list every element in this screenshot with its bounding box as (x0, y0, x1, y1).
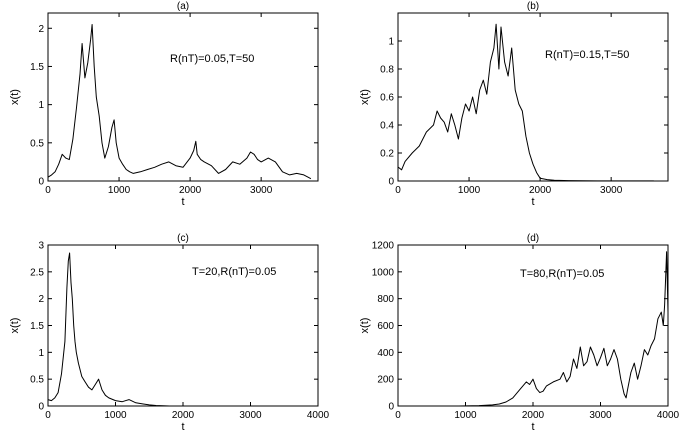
x-tick-label: 4000 (307, 410, 330, 421)
y-axis-label: x(t) (9, 318, 21, 334)
x-tick-label: 3000 (239, 410, 262, 421)
panel-label: (d) (527, 233, 539, 244)
y-tick-label: 200 (377, 375, 394, 386)
y-tick-label: 0 (38, 177, 44, 188)
panel-label: (c) (177, 233, 189, 244)
y-tick-label: 3 (38, 241, 44, 252)
plot-frame (47, 12, 319, 182)
plot-frame (397, 12, 669, 182)
y-tick-label: 0.6 (380, 93, 394, 104)
x-tick-label: 0 (395, 410, 401, 421)
x-tick-label: 3000 (250, 185, 273, 196)
x-axis-label: t (531, 196, 534, 208)
y-tick-label: 0.5 (30, 138, 44, 149)
y-tick-label: 2 (38, 24, 44, 35)
y-tick-label: 0.4 (380, 121, 394, 132)
y-tick-label: 600 (377, 321, 394, 332)
panel-d: 0 1000 2000 3000 4000 0 200 400 600 800 1000 1200 (d… (359, 233, 679, 433)
x-tick-label: 1000 (454, 410, 477, 421)
y-tick-label: 0 (388, 402, 394, 413)
y-tick-label: 800 (377, 294, 394, 305)
x-tick-label: 0 (395, 185, 401, 196)
y-tick-label: 2 (38, 294, 44, 305)
annotation-label: R(nT)=0.15,T=50 (545, 49, 629, 61)
x-tick-label: 2000 (179, 185, 202, 196)
y-tick-label: 1200 (372, 241, 395, 252)
y-tick-label: 1 (38, 100, 44, 111)
y-tick-label: 1.5 (30, 62, 44, 73)
x-tick-label: 3000 (600, 185, 623, 196)
x-tick-label: 0 (45, 185, 51, 196)
x-axis-label: t (181, 421, 184, 433)
panel-a: 0 1000 2000 3000 0 0.5 1 1.5 2 (a) t x(t) R(nT)=0.05… (9, 1, 319, 208)
y-tick-label: 400 (377, 348, 394, 359)
x-tick-label: 0 (45, 410, 51, 421)
annotation-label: T=80,R(nT)=0.05 (520, 268, 604, 280)
x-tick-label: 1000 (108, 185, 131, 196)
y-axis-label: x(t) (9, 89, 21, 105)
y-tick-label: 2.5 (30, 267, 44, 278)
y-tick-label: 0 (38, 402, 44, 413)
x-tick-label: 2000 (522, 410, 545, 421)
x-tick-label: 2000 (529, 185, 552, 196)
series-line (47, 24, 312, 180)
panel-b: 0 1000 2000 3000 0 0.2 0.4 0.6 0.8 1 (b) t x(t) R(nT)… (359, 1, 669, 208)
y-tick-label: 1 (38, 348, 44, 359)
series-line (47, 252, 170, 407)
y-tick-label: 0.2 (380, 149, 394, 160)
x-tick-label: 2000 (172, 410, 195, 421)
x-tick-label: 1000 (104, 410, 127, 421)
x-tick-label: 4000 (657, 410, 679, 421)
series-line (397, 23, 654, 182)
panel-c: 0 1000 2000 3000 4000 0 0.5 1 1.5 2 2.5 3 (c) t x(t) T=… (9, 233, 330, 433)
y-tick-label: 1000 (372, 267, 395, 278)
x-axis-label: t (531, 421, 534, 433)
annotation-label: T=20,R(nT)=0.05 (192, 266, 276, 278)
y-axis-label: x(t) (359, 89, 371, 105)
y-tick-label: 1.5 (30, 321, 44, 332)
y-axis-label: x(t) (359, 318, 371, 334)
panel-label: (a) (177, 1, 189, 12)
y-tick-label: 0.8 (380, 65, 394, 76)
x-axis-label: t (181, 196, 184, 208)
series-line (458, 251, 669, 407)
y-tick-label: 1 (388, 37, 394, 48)
annotation-label: R(nT)=0.05,T=50 (170, 53, 254, 65)
x-tick-label: 3000 (589, 410, 612, 421)
panel-label: (b) (527, 1, 539, 12)
y-tick-label: 0.5 (30, 375, 44, 386)
x-tick-label: 1000 (458, 185, 481, 196)
y-tick-label: 0 (388, 177, 394, 188)
plot-frame (47, 244, 319, 407)
